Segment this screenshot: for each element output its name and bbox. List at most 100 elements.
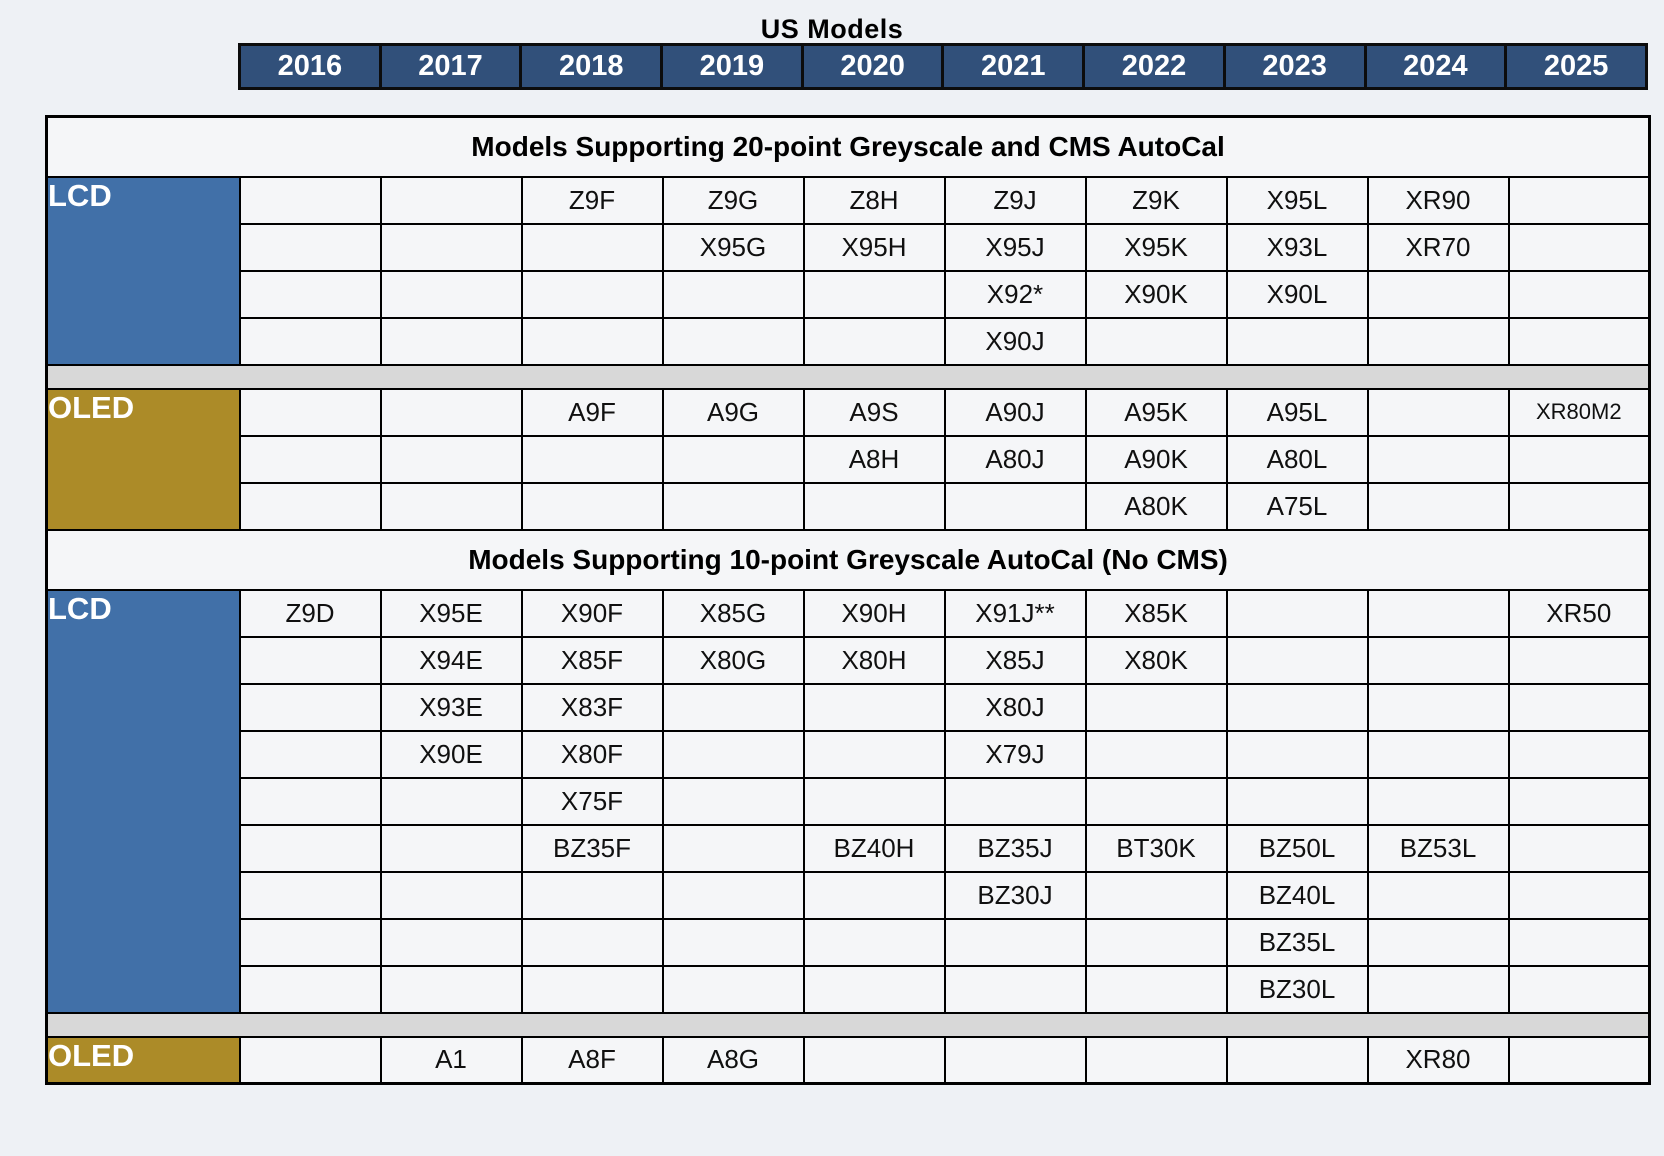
- model-row: A80K A75L: [47, 481, 1651, 531]
- model-cell: A75L: [1225, 481, 1369, 531]
- empty-cell: [1507, 222, 1651, 272]
- empty-cell: [802, 682, 946, 732]
- separator-band: [45, 1011, 1651, 1038]
- empty-cell: [238, 964, 382, 1014]
- empty-cell: [1084, 1035, 1228, 1085]
- empty-cell: [1366, 481, 1510, 531]
- year-header-cell: 2022: [1082, 43, 1226, 90]
- empty-cell: [1366, 434, 1510, 484]
- empty-cell: [379, 917, 523, 967]
- empty-cell: [1507, 316, 1651, 366]
- model-cell: X93L: [1225, 222, 1369, 272]
- model-cell: A8G: [661, 1035, 805, 1085]
- empty-cell: [1507, 175, 1651, 225]
- empty-cell: [520, 222, 664, 272]
- empty-cell: [802, 1035, 946, 1085]
- model-cell: X85F: [520, 635, 664, 685]
- empty-cell: [1507, 729, 1651, 779]
- model-cell: A1: [379, 1035, 523, 1085]
- year-header-cell: 2019: [660, 43, 804, 90]
- year-header-cell: 2024: [1363, 43, 1508, 90]
- model-cell: A80L: [1225, 434, 1369, 484]
- model-cell: X85J: [943, 635, 1087, 685]
- model-cell: XR90: [1366, 175, 1510, 225]
- empty-cell: [661, 823, 805, 873]
- year-header: 2016 2017 2018 2019 2020 2021 2022 2023 2024 2025: [238, 43, 1648, 90]
- models-table: Models Supporting 20-point Greyscale and…: [45, 115, 1652, 1085]
- empty-cell: [238, 1035, 382, 1085]
- empty-cell: [379, 175, 523, 225]
- empty-cell: [1225, 776, 1369, 826]
- year-header-cell: 2020: [800, 43, 945, 90]
- model-cell: XR80M2: [1507, 387, 1651, 437]
- model-row: X90E X80F X79J: [47, 729, 1651, 779]
- empty-cell: [661, 870, 805, 920]
- empty-cell: [1507, 682, 1651, 732]
- empty-cell: [1366, 964, 1510, 1014]
- model-cell: X90K: [1084, 269, 1228, 319]
- model-cell: A9F: [520, 387, 664, 437]
- empty-cell: [1225, 729, 1369, 779]
- empty-cell: [802, 917, 946, 967]
- model-cell: A90K: [1084, 434, 1228, 484]
- model-row: X75F: [47, 776, 1651, 826]
- model-cell: X93E: [379, 682, 523, 732]
- model-cell: A9S: [802, 387, 946, 437]
- empty-cell: [943, 964, 1087, 1014]
- empty-cell: [661, 316, 805, 366]
- year-header-cell: 2016: [238, 43, 382, 90]
- empty-cell: [1084, 729, 1228, 779]
- empty-cell: [1225, 635, 1369, 685]
- model-cell: X85K: [1084, 588, 1228, 638]
- empty-cell: [1366, 588, 1510, 638]
- separator-band: [45, 363, 1651, 390]
- empty-cell: [661, 776, 805, 826]
- separator-row: [45, 1011, 1651, 1038]
- empty-cell: [1366, 917, 1510, 967]
- empty-cell: [943, 917, 1087, 967]
- empty-cell: [1507, 481, 1651, 531]
- model-row: BZ35F BZ40H BZ35J BT30K BZ50L BZ53L: [47, 823, 1651, 873]
- model-cell: X80K: [1084, 635, 1228, 685]
- model-cell: Z9G: [661, 175, 805, 225]
- empty-cell: [661, 729, 805, 779]
- empty-cell: [802, 269, 946, 319]
- model-cell: XR50: [1507, 588, 1651, 638]
- model-row: LCD Z9F Z9G Z8H Z9J Z9K X95L XR90: [45, 175, 1651, 366]
- model-row: BZ30J BZ40L: [47, 870, 1651, 920]
- model-cell: BZ40H: [802, 823, 946, 873]
- empty-cell: [238, 222, 382, 272]
- year-header-row: 2016 2017 2018 2019 2020 2021 2022 2023 2024 2025: [238, 43, 1648, 90]
- empty-cell: [238, 387, 382, 437]
- empty-cell: [379, 823, 523, 873]
- empty-cell: [1507, 964, 1651, 1014]
- model-cell: X80G: [661, 635, 805, 685]
- model-cell: X83F: [520, 682, 664, 732]
- empty-cell: [802, 316, 946, 366]
- model-cell: A80J: [943, 434, 1087, 484]
- model-row: BZ30L: [47, 964, 1651, 1014]
- model-cell: BZ50L: [1225, 823, 1369, 873]
- model-row: OLED A1 A8F A8G XR80: [45, 1035, 1651, 1085]
- empty-cell: [661, 434, 805, 484]
- section-header: Models Supporting 10-point Greyscale Aut…: [45, 528, 1651, 591]
- empty-cell: [661, 917, 805, 967]
- panel-type-label-oled: OLED: [45, 387, 241, 531]
- empty-cell: [1225, 682, 1369, 732]
- model-cell: X95H: [802, 222, 946, 272]
- empty-cell: [520, 434, 664, 484]
- model-cell: X94E: [379, 635, 523, 685]
- empty-cell: [1084, 682, 1228, 732]
- empty-cell: [238, 269, 382, 319]
- model-cell: X95L: [1225, 175, 1369, 225]
- empty-cell: [238, 729, 382, 779]
- empty-cell: [238, 635, 382, 685]
- empty-cell: [379, 434, 523, 484]
- empty-cell: [1507, 823, 1651, 873]
- model-cell: X90L: [1225, 269, 1369, 319]
- empty-cell: [1507, 1035, 1651, 1085]
- model-cell: Z9J: [943, 175, 1087, 225]
- empty-cell: [1366, 387, 1510, 437]
- empty-cell: [943, 1035, 1087, 1085]
- empty-cell: [379, 870, 523, 920]
